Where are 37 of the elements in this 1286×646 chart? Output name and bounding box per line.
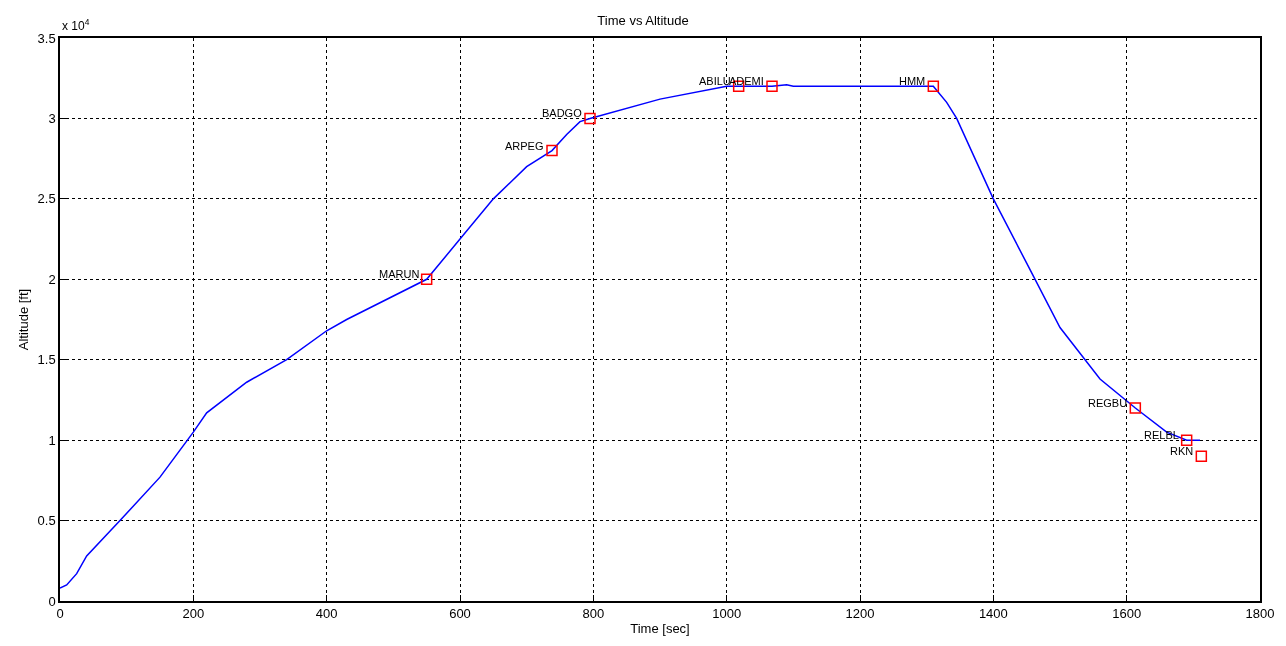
- annotation: ABILU: [699, 75, 731, 87]
- annotation: MARUN: [379, 268, 420, 280]
- point: [1180, 434, 1193, 446]
- y-axis-title: Altitude [ft]: [16, 288, 32, 351]
- point: [927, 80, 940, 93]
- x-tick-label: 200: [182, 606, 205, 622]
- x-tick-label: 1400: [978, 606, 1008, 622]
- y-tick-label: 1.5: [37, 352, 56, 368]
- y-tick-label: 2: [48, 271, 56, 287]
- point: [420, 273, 433, 286]
- text: x 10$^{4}$: [62, 17, 90, 34]
- x-tick-label: 1600: [1112, 606, 1142, 622]
- point: [1129, 402, 1142, 414]
- chart-title: Time vs Altitude: [597, 13, 689, 29]
- x-tick-label: 800: [582, 606, 605, 622]
- annotation: HMM: [899, 75, 926, 87]
- annotation: RKN: [1170, 445, 1194, 457]
- y-tick-label: 3: [48, 110, 56, 126]
- y-tick-label: 1: [48, 432, 56, 448]
- y-tick-label: 3.5: [37, 30, 56, 46]
- annotation: ARPEG: [505, 140, 544, 152]
- x-tick-label: 1200: [845, 606, 875, 622]
- point: [584, 112, 596, 125]
- annotation: ADEMI: [729, 75, 764, 87]
- x-tick-label: 1000: [712, 606, 742, 622]
- annotation: REGBU: [1088, 397, 1128, 409]
- y-tick-label: 0: [48, 593, 56, 609]
- point: [546, 144, 558, 157]
- point: [766, 80, 778, 93]
- annotation: BADGO: [542, 107, 583, 119]
- y-tick-label: 0.5: [37, 513, 56, 529]
- x-tick-label: 1800: [1245, 606, 1275, 622]
- x-tick-label: 600: [449, 606, 471, 622]
- x-axis-title: Time [sec]: [630, 621, 690, 637]
- x-tick-label: 400: [315, 606, 338, 622]
- y-tick-label: 2.5: [37, 191, 56, 207]
- point: [1195, 450, 1208, 462]
